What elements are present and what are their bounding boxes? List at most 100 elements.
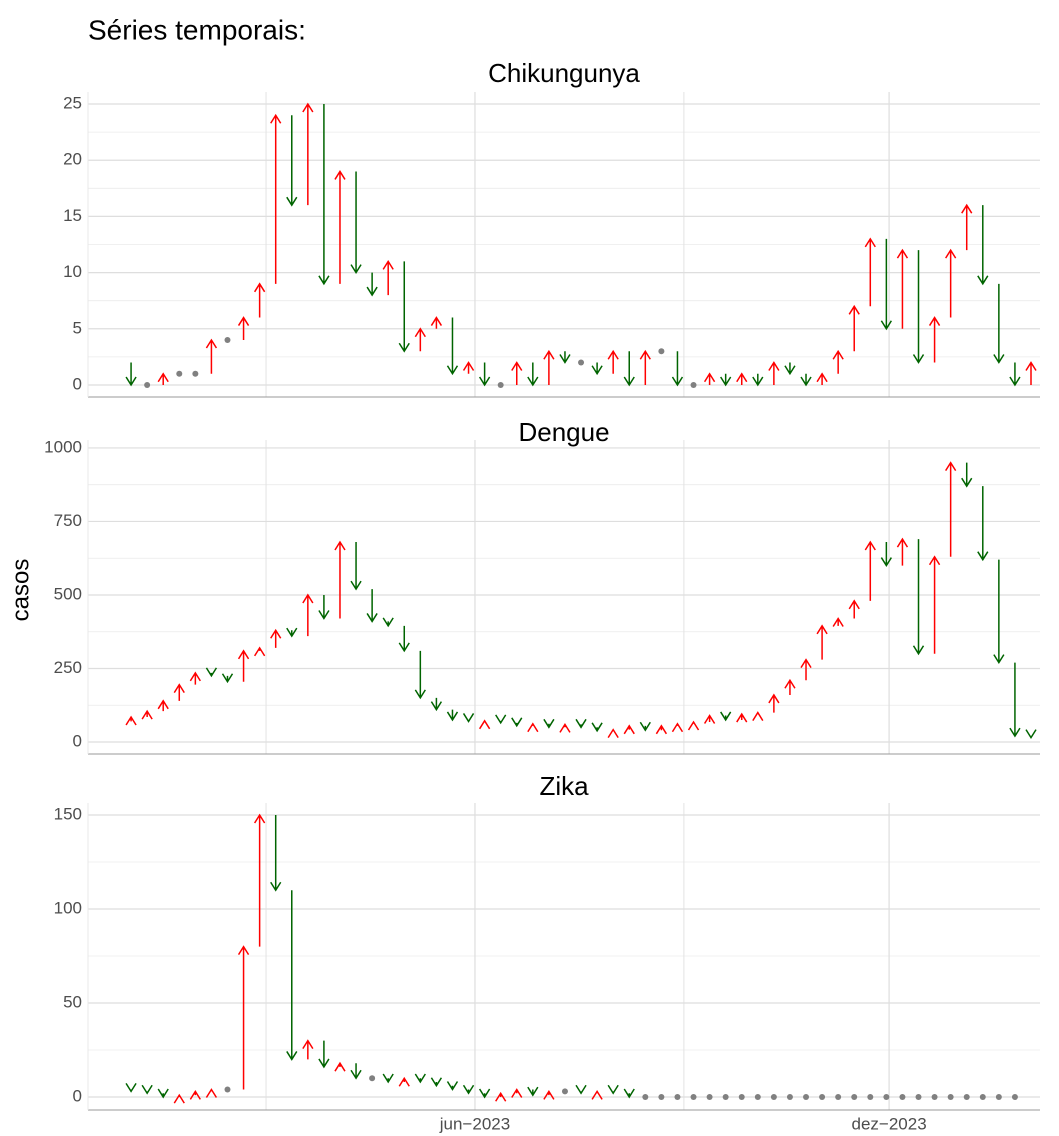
up-arrow [800, 658, 812, 681]
down-arrow [880, 542, 893, 567]
up-arrow [141, 709, 153, 720]
y-tick-label: 5 [73, 318, 82, 337]
y-tick-label: 10 [63, 262, 82, 281]
down-arrow [318, 1040, 330, 1069]
up-arrow [511, 361, 523, 385]
y-tick-label: 0 [73, 374, 82, 393]
flat-point [561, 1088, 568, 1095]
up-arrow [205, 1088, 218, 1098]
down-arrow [993, 559, 1005, 665]
down-arrow [318, 104, 330, 286]
y-tick-label: 25 [63, 94, 82, 113]
y-tick-label: 100 [54, 899, 82, 918]
down-arrow [527, 362, 539, 387]
down-arrow [478, 362, 491, 387]
down-arrow [961, 462, 973, 488]
up-arrow [543, 349, 555, 385]
up-arrow [189, 671, 201, 685]
down-arrow [430, 1077, 443, 1088]
panel-title: Zika [539, 771, 589, 801]
up-arrow [253, 646, 266, 657]
down-arrow [912, 250, 925, 364]
up-arrow [302, 1039, 314, 1060]
up-arrow [173, 683, 185, 701]
down-arrow [880, 238, 893, 331]
flat-point [497, 381, 504, 388]
up-arrow [398, 1076, 410, 1087]
down-arrow [607, 1084, 619, 1095]
up-arrow [237, 316, 250, 341]
down-arrow [446, 1081, 459, 1091]
up-arrow [864, 237, 876, 307]
up-arrow [1025, 361, 1037, 385]
up-arrow [334, 540, 346, 619]
flat-point [899, 1094, 906, 1101]
down-arrow [912, 539, 925, 656]
down-arrow [382, 1073, 394, 1084]
flat-point [192, 370, 199, 377]
up-arrow [430, 316, 443, 329]
down-arrow [623, 351, 635, 387]
down-arrow [430, 697, 443, 712]
up-arrow [157, 699, 169, 712]
down-arrow [125, 1082, 137, 1093]
down-arrow [462, 713, 475, 723]
down-arrow [286, 890, 298, 1061]
up-arrow [591, 1089, 603, 1100]
up-arrow [896, 537, 909, 566]
flat-point [851, 1094, 858, 1101]
up-arrow [945, 461, 957, 557]
y-tick-label: 150 [54, 805, 82, 824]
flat-point [835, 1094, 842, 1101]
x-tick-label: dez−2023 [852, 1114, 927, 1133]
up-arrow [478, 719, 491, 730]
up-arrow [334, 1061, 346, 1072]
down-arrow [157, 1088, 169, 1099]
up-arrow [511, 1088, 523, 1098]
y-tick-label: 50 [63, 993, 82, 1012]
up-arrow [462, 361, 475, 374]
up-arrow [784, 678, 796, 695]
y-tick-label: 0 [73, 731, 82, 750]
page-title: Séries temporais: [88, 14, 306, 45]
up-arrow [302, 102, 314, 206]
down-arrow [270, 815, 282, 892]
down-arrow [398, 625, 410, 653]
down-arrow [350, 542, 362, 591]
flat-point [770, 1094, 777, 1101]
up-arrow [302, 593, 314, 637]
flat-point [995, 1094, 1002, 1101]
flat-point [658, 348, 665, 355]
x-tick-label: jun−2023 [439, 1114, 510, 1133]
up-arrow [205, 338, 218, 374]
down-arrow [977, 205, 989, 286]
down-arrow [591, 362, 603, 376]
down-arrow [671, 351, 684, 387]
up-arrow [189, 1089, 201, 1100]
up-arrow [237, 649, 250, 682]
up-arrow [671, 722, 684, 733]
y-tick-label: 500 [54, 584, 82, 603]
flat-point [144, 381, 151, 388]
down-arrow [720, 373, 732, 387]
down-arrow [575, 1084, 587, 1095]
down-arrow [221, 673, 234, 684]
up-arrow [752, 711, 764, 721]
down-arrow [366, 589, 378, 623]
up-arrow [655, 724, 668, 735]
flat-point [883, 1094, 890, 1101]
y-tick-label: 750 [54, 511, 82, 530]
down-arrow [800, 373, 812, 387]
flat-point [722, 1094, 729, 1101]
down-arrow [1009, 362, 1021, 387]
up-arrow [527, 722, 539, 733]
panel-title: Chikungunya [488, 58, 640, 88]
down-arrow [591, 722, 603, 733]
up-arrow [543, 1089, 555, 1100]
up-arrow [768, 693, 780, 713]
flat-point [176, 370, 183, 377]
down-arrow [141, 1084, 153, 1095]
up-arrow [173, 1093, 185, 1104]
down-arrow [543, 718, 555, 729]
flat-point [578, 359, 585, 366]
